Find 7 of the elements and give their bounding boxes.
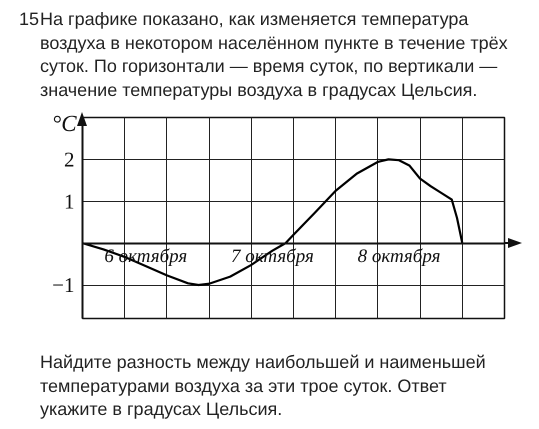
y-tick-label: 1 (64, 189, 74, 214)
y-axis-title: °C (52, 111, 77, 136)
text: 15 (18, 8, 40, 31)
text: Найдите разность между наибольшей и наименьшей температурами воздуха за эти трое суток. Ответ укажите в градусах Цельсия. (39, 351, 487, 421)
y-tick-label: 2 (64, 147, 74, 172)
chart-title: На графике показано, как изменяется температура воздуха в некотором населённом пункте в течение трёх суток. По горизонтали — время суток, по вертикали — значение температуры воздуха в градусах Цельсия. (40, 8, 509, 102)
y-tick-label: −1 (52, 273, 74, 297)
